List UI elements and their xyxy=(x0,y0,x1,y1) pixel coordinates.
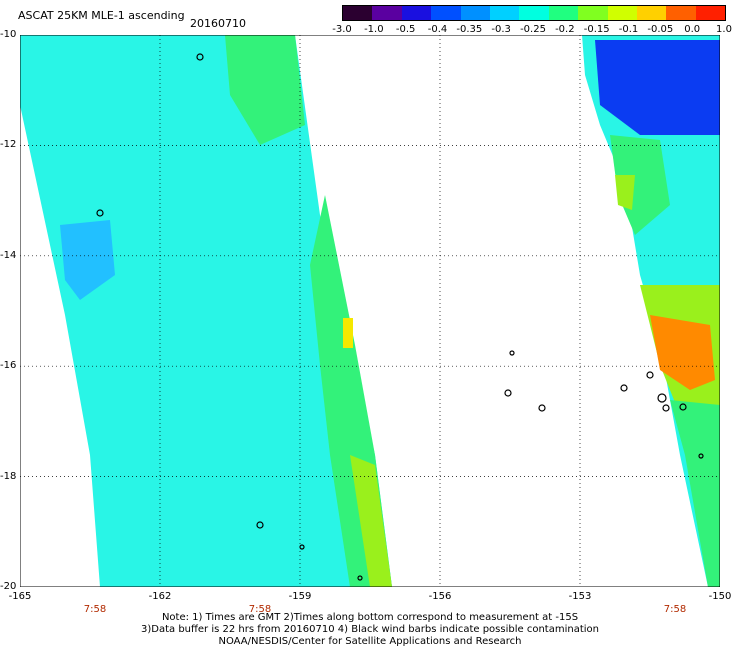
colorbar-tick-label: -0.3 xyxy=(491,24,511,35)
colorbar-swatch xyxy=(607,6,637,20)
island-outlines xyxy=(96,53,704,581)
time-label: 7:58 xyxy=(663,604,687,615)
colorbar-tick-label: -0.2 xyxy=(555,24,575,35)
footer-notes: Note: 1) Times are GMT 2)Times along bot… xyxy=(0,612,740,648)
island-outline xyxy=(196,53,204,61)
swath-left-blue-patch xyxy=(60,220,115,300)
island-outline xyxy=(657,393,667,403)
y-axis-label: -12 xyxy=(0,139,17,151)
colorbar-swatch xyxy=(489,6,520,20)
colorbar-swatch xyxy=(548,6,579,20)
map-date: 20160710 xyxy=(190,17,246,30)
colorbar-tick-label: -0.25 xyxy=(520,24,546,35)
swath-right-lime-patch xyxy=(615,175,635,210)
island-outline xyxy=(679,403,687,411)
colorbar-tick-label: -0.1 xyxy=(618,24,639,35)
colorbar-swatch xyxy=(519,6,549,20)
swath-left-green-top xyxy=(225,35,305,145)
swath-right-green-patch xyxy=(610,135,670,235)
y-axis-label: -14 xyxy=(0,249,17,261)
y-axis-label: -18 xyxy=(0,470,17,482)
map-title: ASCAT 25KM MLE-1 ascending xyxy=(18,9,185,22)
island-outline xyxy=(256,521,264,529)
swath-left xyxy=(20,35,392,587)
swath-layer xyxy=(20,35,720,587)
island-outline xyxy=(538,404,546,412)
y-axis-label: -16 xyxy=(0,360,17,372)
swath-left-lime-edge xyxy=(350,455,392,587)
colorbar-swatch xyxy=(578,6,608,20)
x-axis-label: -156 xyxy=(428,591,452,602)
colorbar-swatch xyxy=(695,6,725,20)
island-outline xyxy=(357,575,363,581)
island-outline xyxy=(646,371,654,379)
note-line-3: NOAA/NESDIS/Center for Satellite Applica… xyxy=(218,636,522,647)
x-axis-label: -165 xyxy=(8,591,32,602)
time-label: 7:58 xyxy=(83,604,107,615)
swath-right-green-band xyxy=(670,400,720,587)
colorbar-tick-label: -0.5 xyxy=(395,24,416,35)
colorbar-tick-label: -0.05 xyxy=(647,24,674,35)
colorbar-tick-label: 0.0 xyxy=(684,24,701,35)
colorbar-tick-label: -1.0 xyxy=(364,24,384,35)
swath-map xyxy=(20,35,720,587)
colorbar-swatch xyxy=(343,6,373,20)
island-outline xyxy=(96,209,104,217)
island-outline xyxy=(504,389,512,397)
x-axis-label: -153 xyxy=(568,591,592,602)
colorbar-tick-label: -3.0 xyxy=(332,24,352,35)
colorbar xyxy=(342,5,726,21)
colorbar-swatch xyxy=(372,6,402,20)
island-outline xyxy=(620,384,628,392)
island-outline xyxy=(299,544,305,550)
colorbar-tick-label: 1.0 xyxy=(716,24,732,35)
x-axis-label: -150 xyxy=(708,591,732,602)
colorbar-tick-label: -0.4 xyxy=(427,24,448,35)
colorbar-swatch xyxy=(636,6,667,20)
x-axis-label: -159 xyxy=(288,591,312,602)
island-outline xyxy=(509,350,515,356)
colorbar-tick-label: -0.35 xyxy=(456,24,483,35)
swath-left-yellow-patch xyxy=(343,318,353,348)
note-line-1: Note: 1) Times are GMT 2)Times along bot… xyxy=(161,612,579,623)
y-axis-label: -20 xyxy=(0,581,17,592)
y-axis-label: -10 xyxy=(0,29,17,40)
swath-right-orange-patch xyxy=(650,315,715,390)
x-axis-label: -162 xyxy=(148,591,172,602)
colorbar-tick-label: -0.15 xyxy=(583,24,610,35)
colorbar-labels: -3.0 -1.0 -0.5 -0.4 -0.35 -0.3 -0.25 -0.2 -0.15-… xyxy=(332,24,735,38)
swath-right-blue-patch xyxy=(595,40,720,135)
island-outline xyxy=(698,453,704,459)
colorbar-swatch xyxy=(460,6,490,20)
note-line-2: 3)Data buffer is 22 hrs from 20160710 4)… xyxy=(141,624,599,635)
grid-lines xyxy=(20,35,720,587)
colorbar-swatch xyxy=(431,6,461,20)
colorbar-swatch xyxy=(401,6,432,20)
colorbar-swatch xyxy=(666,6,696,20)
island-outline xyxy=(662,404,670,412)
time-label: 7:58 xyxy=(248,604,272,615)
